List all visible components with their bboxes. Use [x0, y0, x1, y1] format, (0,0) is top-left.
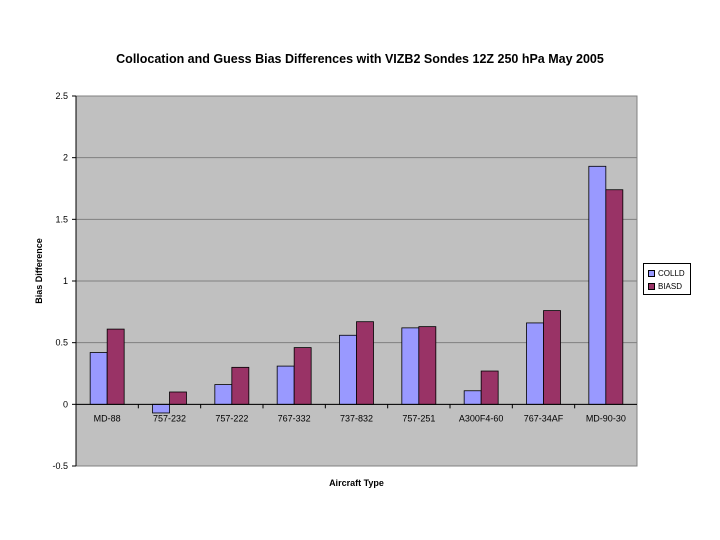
bar-colld-757-232: [152, 403, 170, 414]
bar-biasd-md-90-30: [605, 189, 624, 405]
bar-colld-757-251: [401, 327, 420, 405]
bar-colld-767-34af: [526, 322, 544, 405]
x-tick-label: 767-332: [278, 413, 311, 423]
bar-colld-737-832: [339, 334, 357, 405]
x-tick-label: MD-90-30: [586, 413, 626, 423]
x-tick-label: 767-34AF: [524, 413, 564, 423]
legend-label-biasd: BIASD: [658, 282, 683, 291]
bar-colld-md-90-30: [588, 165, 607, 405]
bar-biasd-757-251: [418, 326, 437, 405]
bar-colld-767-332: [276, 365, 295, 405]
legend-label-colld: COLLD: [658, 269, 685, 278]
y-tick-label: 0: [63, 399, 68, 409]
legend-swatch-biasd: [648, 283, 655, 290]
legend-item-biasd: BIASD: [648, 280, 690, 293]
bars: [89, 165, 624, 414]
bar-biasd-737-832: [356, 321, 374, 405]
bar-colld-a300f4-60: [463, 390, 482, 405]
legend: COLLD BIASD: [643, 263, 691, 295]
x-axis-label: Aircraft Type: [329, 478, 384, 488]
bar-colld-md-88: [89, 352, 108, 405]
bar-biasd-a300f4-60: [480, 370, 499, 405]
y-tick-label: 1.5: [55, 214, 68, 224]
x-tick-labels: MD-88 757-232 757-222 767-332 737-832 757-251…: [75, 404, 626, 423]
bar-biasd-767-34af: [543, 310, 561, 405]
y-tick-label: 1: [63, 276, 68, 286]
x-tick-label: MD-88: [94, 413, 121, 423]
x-tick-label: 757-232: [153, 413, 186, 423]
bar-biasd-767-332: [293, 347, 312, 405]
legend-swatch-colld: [648, 270, 655, 277]
y-tick-label: 0.5: [55, 338, 68, 348]
bar-colld-757-222: [214, 384, 233, 405]
y-tick-labels: -0.5 0 0.5 1 1.5 2 2.5: [52, 91, 76, 471]
x-tick-label: 757-251: [402, 413, 435, 423]
bar-biasd-757-232: [169, 391, 187, 405]
y-axis-label: Bias Difference: [34, 238, 44, 304]
bar-biasd-md-88: [106, 328, 125, 405]
y-tick-label: -0.5: [52, 461, 68, 471]
x-tick-label: 757-222: [215, 413, 248, 423]
x-tick-label: 737-832: [340, 413, 373, 423]
bar-biasd-757-222: [231, 366, 250, 405]
y-tick-label: 2: [63, 153, 68, 163]
legend-item-colld: COLLD: [648, 267, 690, 280]
y-tick-label: 2.5: [55, 91, 68, 101]
x-tick-label: A300F4-60: [459, 413, 504, 423]
chart-title: Collocation and Guess Bias Differences w…: [116, 52, 604, 66]
